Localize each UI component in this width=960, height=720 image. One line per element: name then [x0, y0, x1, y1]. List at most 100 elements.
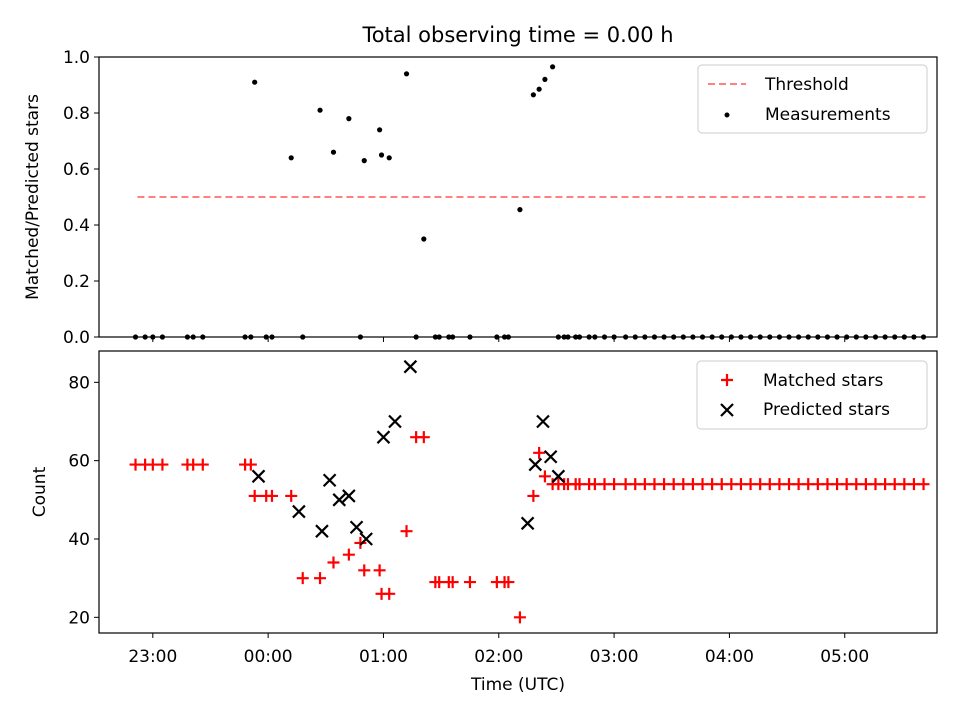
matched-star-point: [196, 458, 209, 471]
measurement-point: [911, 334, 917, 340]
measurement-point: [651, 334, 658, 340]
matched-star-point: [265, 489, 278, 502]
top-y-tick-label: 0.4: [63, 216, 90, 236]
predicted-star-point: [322, 473, 337, 488]
legend-measurements-label: Measurements: [765, 105, 891, 125]
bottom-legend: Matched stars Predicted stars: [696, 360, 928, 430]
measurement-point: [450, 334, 456, 340]
measurement-point: [421, 236, 427, 242]
top-y-axis-label: Matched/Predicted stars: [23, 94, 43, 300]
measurement-point: [601, 334, 608, 340]
measurement-point: [132, 334, 139, 340]
bottom-legend-box: [696, 360, 928, 430]
bottom-x-tick-label: 03:00: [590, 647, 639, 667]
measurement-point: [536, 86, 542, 92]
measurement-point: [377, 127, 383, 133]
matched-star-point: [533, 446, 546, 459]
predicted-star-point: [551, 469, 566, 484]
matched-star-point: [244, 458, 257, 471]
bottom-x-tick-label: 04:00: [705, 647, 754, 667]
measurement-point: [576, 334, 583, 340]
matched-stars-points: [129, 431, 930, 624]
top-y-tick-label: 0.2: [63, 272, 90, 292]
measurement-point: [542, 76, 548, 82]
measurement-point: [190, 334, 196, 340]
measurement-point: [413, 334, 419, 340]
measurement-points: [132, 64, 927, 340]
measurement-point: [901, 334, 907, 340]
measurement-point: [728, 334, 734, 340]
measurement-point: [586, 334, 592, 340]
measurement-point: [747, 334, 754, 340]
matched-star-point: [342, 548, 355, 561]
measurement-point: [378, 152, 385, 158]
measurement-point: [184, 334, 191, 340]
predicted-star-point: [543, 449, 558, 464]
measurement-point: [142, 334, 148, 340]
matched-star-point: [327, 556, 340, 569]
legend-matched-swatch: [721, 374, 733, 386]
measurement-point: [561, 334, 567, 340]
measurement-point: [501, 334, 508, 340]
matched-star-point: [463, 576, 476, 589]
measurement-point: [361, 158, 367, 164]
measurement-point: [623, 334, 629, 340]
predicted-star-point: [388, 414, 402, 429]
measurement-point: [853, 334, 859, 340]
measurement-point: [269, 334, 275, 340]
measurement-point: [709, 334, 715, 340]
top-axes-frame: [98, 56, 938, 338]
predicted-star-point: [403, 359, 418, 374]
bottom-y-tick-label: 40: [68, 530, 90, 550]
predicted-star-point: [376, 430, 391, 444]
matched-star-point: [502, 576, 515, 589]
predicted-star-point: [251, 469, 266, 484]
measurement-point: [248, 334, 254, 340]
measurement-point: [892, 334, 898, 340]
bottom-x-tick-label: 05:00: [820, 647, 869, 667]
measurement-point: [300, 334, 306, 340]
measurement-point: [738, 334, 744, 340]
matched-star-point: [527, 489, 540, 502]
bottom-y-axis-label: Count: [30, 466, 50, 517]
measurement-point: [200, 334, 206, 340]
x-axis-label: Time (UTC): [470, 675, 565, 695]
predicted-stars-points: [251, 359, 566, 546]
bottom-y-tick-label: 20: [68, 608, 90, 628]
measurement-point: [549, 64, 556, 70]
measurement-point: [863, 334, 869, 340]
measurement-point: [844, 334, 850, 340]
bottom-y-tick-label: 60: [68, 452, 90, 472]
measurement-point: [242, 334, 248, 340]
predicted-star-point: [342, 489, 356, 503]
top-y-tick-label: 0.0: [63, 328, 90, 348]
measurement-point: [330, 149, 337, 155]
measurement-point: [920, 334, 927, 340]
top-y-tick-label: 0.6: [63, 160, 90, 180]
measurement-point: [776, 334, 782, 340]
measurement-point: [882, 334, 888, 340]
measurement-point: [642, 334, 648, 340]
top-y-tick-label: 1.0: [63, 48, 90, 68]
matched-star-point: [917, 478, 930, 491]
measurement-point: [446, 334, 452, 340]
measurement-point: [432, 334, 438, 340]
measurement-point: [872, 334, 879, 340]
bottom-x-tick-label: 23:00: [128, 647, 177, 667]
matched-star-point: [538, 470, 551, 483]
measurement-point: [159, 334, 166, 340]
measurement-point: [357, 334, 363, 340]
matched-star-point: [417, 431, 430, 444]
measurement-point: [555, 334, 561, 340]
measurement-point: [436, 334, 442, 340]
legend-measurements-swatch: [724, 112, 730, 118]
measurement-point: [805, 334, 811, 340]
measurement-point: [403, 71, 410, 77]
top-y-ticks: 0.0 0.2 0.4 0.6 0.8 1.0: [63, 48, 99, 348]
measurement-point: [632, 334, 638, 340]
matched-star-point: [296, 572, 309, 585]
measurement-point: [467, 334, 473, 340]
measurement-point: [573, 334, 579, 340]
measurement-point: [824, 334, 831, 340]
